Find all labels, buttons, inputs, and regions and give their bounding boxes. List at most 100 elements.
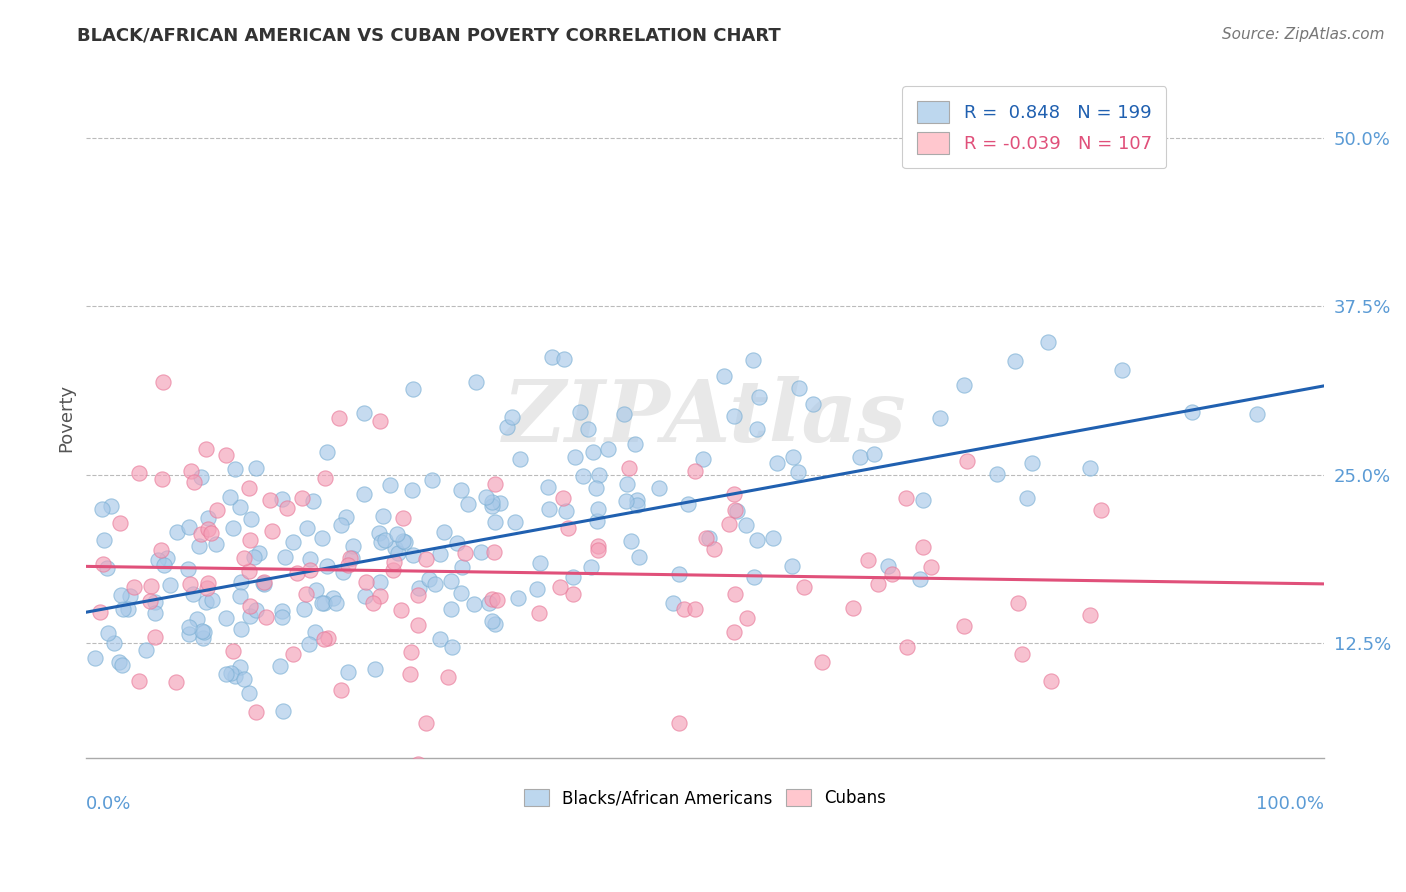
Point <box>668 566 690 581</box>
Point <box>253 575 276 590</box>
Point <box>673 602 696 616</box>
Point <box>484 476 506 491</box>
Point <box>180 465 202 479</box>
Point <box>553 352 575 367</box>
Point <box>305 583 328 598</box>
Point <box>1036 335 1059 350</box>
Point <box>200 525 222 540</box>
Point <box>420 473 443 487</box>
Point <box>538 501 561 516</box>
Point <box>478 596 501 610</box>
Point <box>224 462 246 476</box>
Point <box>197 581 219 595</box>
Point <box>122 580 145 594</box>
Point <box>218 490 240 504</box>
Point <box>233 551 256 566</box>
Point <box>291 491 314 505</box>
Point <box>402 382 425 396</box>
Point <box>177 562 200 576</box>
Point <box>506 591 529 606</box>
Point <box>894 491 917 506</box>
Text: ZIPAtlas: ZIPAtlas <box>503 376 907 459</box>
Point <box>83 651 105 665</box>
Point <box>793 580 815 594</box>
Point <box>283 535 305 549</box>
Point <box>437 670 460 684</box>
Point <box>585 482 607 496</box>
Point <box>762 531 785 545</box>
Point <box>270 604 292 618</box>
Point <box>316 631 339 645</box>
Point <box>330 682 353 697</box>
Point <box>108 655 131 669</box>
Point <box>735 611 758 625</box>
Point <box>329 518 352 533</box>
Point <box>191 624 214 639</box>
Point <box>553 491 575 506</box>
Point <box>484 516 506 530</box>
Point <box>342 539 364 553</box>
Point <box>920 559 942 574</box>
Point <box>301 494 323 508</box>
Text: BLACK/AFRICAN AMERICAN VS CUBAN POVERTY CORRELATION CHART: BLACK/AFRICAN AMERICAN VS CUBAN POVERTY … <box>77 27 782 45</box>
Point <box>165 674 187 689</box>
Point <box>718 516 741 531</box>
Point <box>128 466 150 480</box>
Point <box>724 503 747 517</box>
Point <box>281 647 304 661</box>
Point <box>685 602 707 616</box>
Point <box>146 552 169 566</box>
Point <box>229 660 252 674</box>
Point <box>401 548 423 562</box>
Point <box>1004 354 1026 368</box>
Point <box>238 564 260 578</box>
Point <box>271 704 294 718</box>
Point <box>620 533 643 548</box>
Point <box>276 501 298 516</box>
Point <box>245 705 267 719</box>
Point <box>89 605 111 619</box>
Point <box>481 591 503 606</box>
Point <box>314 471 336 485</box>
Point <box>481 495 503 509</box>
Point <box>195 595 218 609</box>
Point <box>1078 607 1101 622</box>
Point <box>703 542 725 557</box>
Point <box>197 521 219 535</box>
Point <box>489 496 512 510</box>
Point <box>274 550 297 565</box>
Point <box>363 596 385 610</box>
Point <box>627 549 650 564</box>
Point <box>239 608 262 623</box>
Point <box>215 611 238 625</box>
Point <box>562 570 585 584</box>
Point <box>811 655 834 669</box>
Point <box>454 545 477 559</box>
Point <box>614 493 637 508</box>
Point <box>529 607 551 621</box>
Point <box>353 589 375 603</box>
Point <box>571 468 593 483</box>
Point <box>501 410 523 425</box>
Point <box>156 551 179 566</box>
Point <box>596 442 619 457</box>
Point <box>312 596 335 610</box>
Point <box>782 450 804 464</box>
Point <box>191 631 214 645</box>
Point <box>224 669 246 683</box>
Point <box>475 490 498 504</box>
Point <box>858 553 880 567</box>
Point <box>229 500 252 515</box>
Point <box>364 662 387 676</box>
Point <box>368 574 391 589</box>
Point <box>561 587 583 601</box>
Point <box>956 454 979 468</box>
Point <box>337 558 360 573</box>
Point <box>953 618 976 632</box>
Point <box>311 596 333 610</box>
Point <box>801 397 824 411</box>
Point <box>179 577 201 591</box>
Point <box>239 533 262 547</box>
Point <box>398 667 420 681</box>
Point <box>496 420 519 434</box>
